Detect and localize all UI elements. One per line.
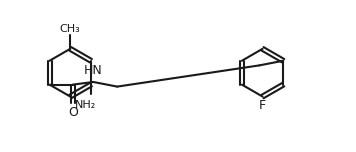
Text: HN: HN: [84, 64, 103, 77]
Text: NH₂: NH₂: [75, 100, 96, 110]
Text: O: O: [68, 105, 78, 119]
Text: CH₃: CH₃: [60, 24, 80, 34]
Text: F: F: [259, 99, 266, 112]
